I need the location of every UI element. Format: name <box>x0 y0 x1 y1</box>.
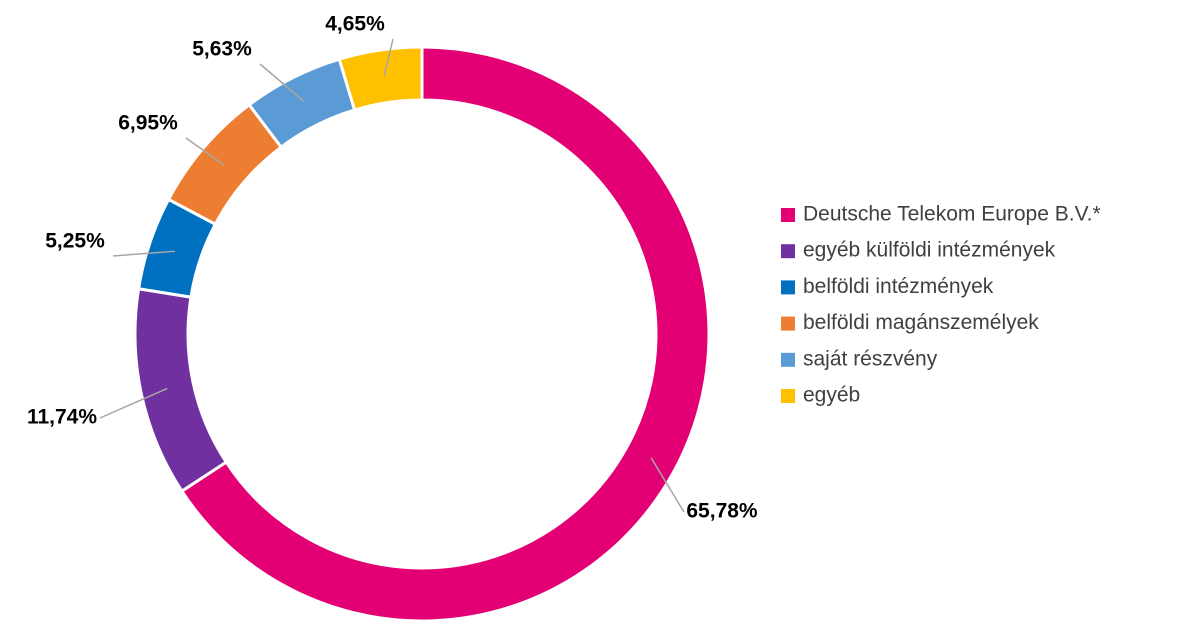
legend-swatch <box>781 316 795 331</box>
leader-line <box>99 387 168 419</box>
legend-label: egyéb külföldi intézmények <box>803 239 1056 262</box>
data-label: 65,78% <box>686 500 758 523</box>
donut <box>133 45 711 623</box>
donut-segment <box>179 45 711 623</box>
legend-swatch <box>781 208 795 222</box>
data-labels: 65,78% 11,74% 5,25% 6,95% 5,63% 4,65% <box>27 13 758 523</box>
legend: Deutsche Telekom Europe B.V.* egyéb külfö… <box>781 203 1101 407</box>
legend-label: saját részvény <box>803 347 938 370</box>
legend-label: belföldi intézmények <box>803 275 994 298</box>
legend-swatch <box>781 280 795 295</box>
legend-label: Deutsche Telekom Europe B.V.* <box>803 203 1101 226</box>
leader-line <box>185 137 225 166</box>
leader-line <box>259 63 305 103</box>
legend-swatch <box>781 389 795 403</box>
donut-segment <box>133 287 229 494</box>
donut-segment <box>337 45 424 112</box>
legend-swatch <box>781 244 795 259</box>
data-label: 5,25% <box>45 230 105 253</box>
leader-line <box>383 38 394 77</box>
leader-line <box>650 457 685 513</box>
leader-line <box>112 250 176 257</box>
legend-label: egyéb <box>803 384 860 407</box>
legend-label: belföldi magánszemélyek <box>803 311 1039 334</box>
data-label: 5,63% <box>192 38 252 61</box>
data-label: 4,65% <box>325 13 385 36</box>
data-label: 11,74% <box>27 406 97 429</box>
legend-swatch <box>781 352 795 367</box>
data-label: 6,95% <box>118 112 178 135</box>
